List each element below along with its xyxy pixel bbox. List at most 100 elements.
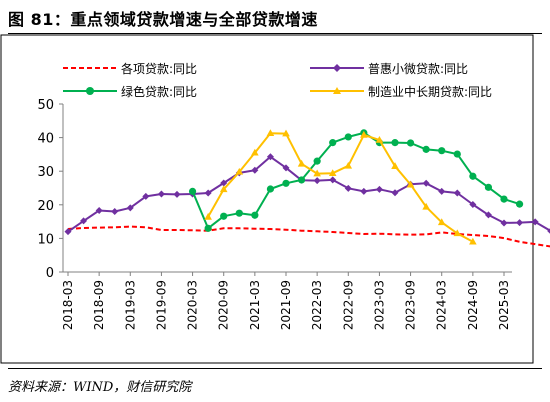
data-point xyxy=(220,212,228,220)
source-rule xyxy=(8,368,542,369)
x-tick-label: 2020-03 xyxy=(186,280,200,330)
legend-label-all-loans: 各项贷款:同比 xyxy=(121,61,197,76)
legend-item-inclusive: 普惠小微贷款:同比 xyxy=(310,62,468,76)
data-point xyxy=(204,224,212,232)
data-point xyxy=(235,209,243,217)
data-point xyxy=(251,211,259,219)
data-point xyxy=(188,187,197,195)
series-all-loans xyxy=(67,225,550,248)
data-point xyxy=(204,212,212,220)
data-point xyxy=(329,176,337,184)
data-point xyxy=(80,217,88,225)
legend: 各项贷款:同比 普惠小微贷款:同比 绿色贷款:同比 制造业中长期贷款:同比 xyxy=(63,61,492,99)
data-point xyxy=(500,195,508,203)
y-tick-label: 0 xyxy=(46,266,54,281)
y-tick-label: 40 xyxy=(37,132,54,147)
data-point xyxy=(516,219,524,227)
x-tick-label: 2018-09 xyxy=(92,280,106,330)
data-point xyxy=(266,185,275,193)
data-point xyxy=(469,237,477,245)
series-manufacturing xyxy=(204,129,477,245)
data-point xyxy=(438,147,446,155)
data-point xyxy=(282,179,290,187)
title-rule xyxy=(8,33,542,34)
data-point xyxy=(547,228,550,234)
legend-label-inclusive: 普惠小微贷款:同比 xyxy=(368,62,468,76)
data-point xyxy=(484,211,492,219)
data-point xyxy=(219,185,228,193)
data-point xyxy=(157,190,165,198)
y-tick-label: 10 xyxy=(37,232,54,247)
data-point xyxy=(313,177,321,185)
data-point xyxy=(344,133,352,141)
x-tick-label: 2018-03 xyxy=(61,280,75,330)
data-point xyxy=(375,185,383,193)
data-point xyxy=(266,129,275,137)
data-point xyxy=(235,167,244,175)
data-point xyxy=(469,200,477,208)
data-point xyxy=(500,219,508,227)
data-point xyxy=(266,153,274,161)
figure-title: 图 81：重点领域贷款增速与全部贷款增速 xyxy=(8,10,318,29)
data-point xyxy=(422,179,430,187)
data-point xyxy=(111,208,119,216)
data-point xyxy=(453,189,461,197)
data-point xyxy=(437,218,446,226)
data-point xyxy=(95,207,103,215)
source-note: 资料来源：WIND，财信研究院 xyxy=(8,380,192,395)
x-tick-label: 2021-09 xyxy=(279,280,293,330)
data-point xyxy=(297,176,306,184)
data-point xyxy=(515,200,524,208)
data-point xyxy=(251,148,259,156)
series-inclusive xyxy=(64,153,550,236)
plot-frame xyxy=(0,34,534,364)
data-point xyxy=(282,129,290,137)
data-point xyxy=(422,202,430,210)
data-point xyxy=(313,169,321,177)
x-tick-label: 2019-03 xyxy=(123,280,137,330)
line-chart: 各项贷款:同比 普惠小微贷款:同比 绿色贷款:同比 制造业中长期贷款:同比 0 1… xyxy=(0,34,550,364)
data-point xyxy=(360,187,368,195)
chart-area: 各项贷款:同比 普惠小微贷款:同比 绿色贷款:同比 制造业中长期贷款:同比 0 1… xyxy=(0,34,550,368)
x-tick-label: 2023-03 xyxy=(372,280,386,330)
x-tick-label: 2022-03 xyxy=(310,280,324,330)
series-line-green xyxy=(191,131,520,230)
data-point xyxy=(375,135,384,143)
data-point xyxy=(531,218,539,226)
legend-item-all-loans: 各项贷款:同比 xyxy=(63,61,197,76)
x-tick-label: 2024-03 xyxy=(435,280,449,330)
data-point xyxy=(406,180,415,188)
legend-item-manufacturing: 制造业中长期贷款:同比 xyxy=(310,84,492,99)
x-tick-label: 2025-03 xyxy=(497,280,511,330)
x-tick-label: 2024-09 xyxy=(466,280,480,330)
data-point xyxy=(438,187,446,195)
data-point xyxy=(453,229,462,237)
x-tick-label: 2023-09 xyxy=(404,280,418,330)
data-point xyxy=(142,192,150,200)
data-point xyxy=(297,159,306,167)
data-point xyxy=(328,169,337,177)
x-tick-label: 2020-09 xyxy=(217,280,231,330)
x-tick-label: 2019-09 xyxy=(154,280,168,330)
series-layer xyxy=(64,129,550,248)
data-point xyxy=(484,183,493,191)
data-point xyxy=(204,189,212,197)
series-line-all-loans xyxy=(67,225,550,248)
data-point xyxy=(126,204,134,212)
data-point xyxy=(422,145,430,153)
y-tick-label: 30 xyxy=(37,165,54,180)
axes: 0 10 20 30 40 50 2018-03 2018-09 2019-03 2019-09 2… xyxy=(37,98,512,330)
data-point xyxy=(64,228,72,236)
data-point xyxy=(391,189,399,197)
data-point xyxy=(173,190,181,198)
legend-label-manufacturing: 制造业中长期贷款:同比 xyxy=(368,84,492,99)
data-point xyxy=(329,139,337,147)
data-point xyxy=(391,139,399,147)
y-tick-label: 50 xyxy=(37,98,54,113)
legend-item-green: 绿色贷款:同比 xyxy=(63,84,197,99)
data-point xyxy=(282,164,290,172)
series-green xyxy=(188,129,524,232)
data-point xyxy=(469,172,477,180)
data-point xyxy=(391,162,399,169)
data-point xyxy=(360,130,368,138)
